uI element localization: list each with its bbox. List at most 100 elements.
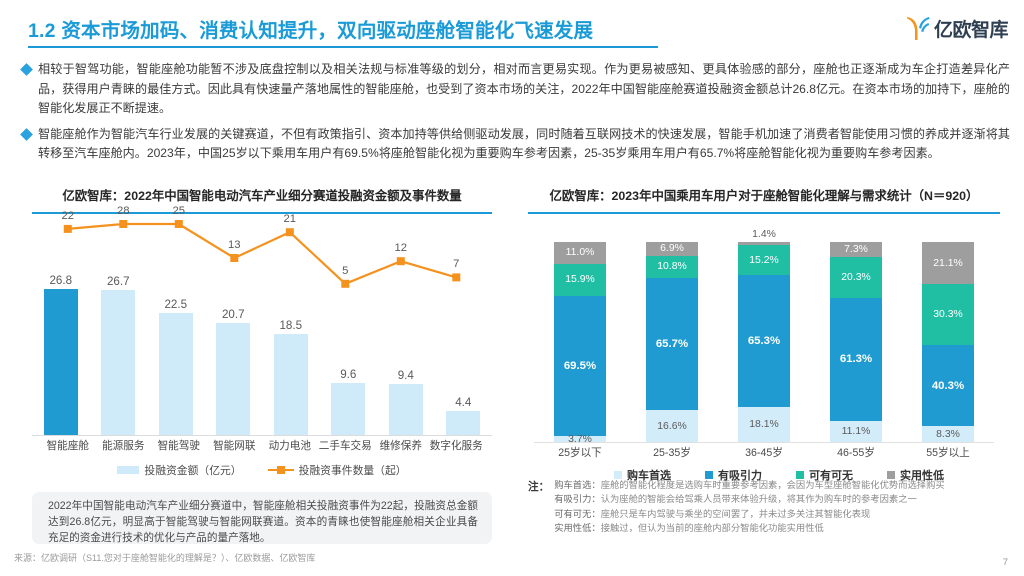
- left-bar-series: 26.8 26.7 22.5 20.7 18.5 9.6 9.4 4.4: [32, 218, 492, 435]
- legend-label: 实用性低: [900, 470, 944, 482]
- segment-value-label: 6.9%: [660, 243, 684, 255]
- bar-rect[interactable]: [273, 334, 308, 435]
- segment-value-label: 65.3%: [747, 335, 781, 347]
- bar-rect[interactable]: [101, 289, 136, 435]
- bullet-list: 相较于智驾功能，智能座舱功能暂不涉及底盘控制以及相关法规与标准等级的划分，相对而…: [20, 60, 1010, 170]
- stacked-bar[interactable]: 1.4% 15.2% 65.3% 18.1%: [738, 229, 790, 443]
- right-notes: 注： 购车首选：座舱的智能化程度是选购车时重要参考因素，会因为车型座舱智能化优势…: [528, 478, 1008, 536]
- stack-segment[interactable]: 6.9%: [646, 242, 698, 256]
- segment-value-label: 18.1%: [749, 419, 779, 431]
- segment-value-label: 21.1%: [933, 257, 963, 269]
- segment-value-label: 11.0%: [565, 247, 595, 259]
- segment-value-label: 61.3%: [839, 353, 873, 366]
- stacked-bar[interactable]: 6.9% 10.8% 65.7% 16.6%: [646, 242, 698, 443]
- stacked-bar[interactable]: 11.0% 15.9% 69.5% 3.7%: [554, 241, 606, 445]
- legend-label: 可有可无: [809, 470, 853, 482]
- legend-swatch-icon: [614, 471, 622, 479]
- left-chart-legend: 投融资金额（亿元） 投融资事件数量（起）: [32, 462, 492, 478]
- right-x-axis-labels: 25岁以下 25-35岁 36-45岁 46-55岁 55岁以上: [534, 445, 994, 465]
- left-note-text: 2022年中国智能电动汽车产业细分赛道中，智能座舱相关投融资事件为22起，投融资…: [48, 500, 478, 545]
- bar-rect[interactable]: [446, 411, 481, 435]
- bullet-item: 相较于智驾功能，智能座舱功能暂不涉及底盘控制以及相关法规与标准等级的划分，相对而…: [20, 60, 1010, 119]
- page-number: 7: [1002, 557, 1008, 568]
- stack-segment[interactable]: 21.1%: [922, 242, 974, 285]
- legend-item: 有吸引力: [705, 467, 762, 483]
- legend-item: 可有可无: [796, 467, 853, 483]
- segment-value-label: 30.3%: [933, 309, 963, 321]
- stack-slot: 1.4% 15.2% 65.3% 18.1%: [718, 229, 810, 443]
- x-axis-label: 能源服务: [102, 440, 145, 452]
- stack-segment[interactable]: 20.3%: [830, 256, 882, 298]
- left-combo-chart: 26.8 26.7 22.5 20.7 18.5 9.6 9.4 4.4 22 28 25 13 21…: [32, 205, 492, 458]
- bar-rect[interactable]: [216, 322, 251, 435]
- right-chart-legend: 购车首选 有吸引力 可有可无 实用性低: [528, 467, 1000, 483]
- left-chart-title: 亿欧智库：2022年中国智能电动汽车产业细分赛道投融资金额及事件数量: [62, 189, 462, 203]
- segment-value-label: 16.6%: [657, 420, 687, 432]
- bar-value-label: 18.5: [279, 319, 303, 333]
- stack-segment[interactable]: 11.0%: [554, 241, 606, 264]
- stack-segment[interactable]: 15.2%: [738, 244, 790, 276]
- stacked-bar[interactable]: 7.3% 20.3% 61.3% 11.1%: [830, 242, 882, 443]
- stack-slot: 11.0% 15.9% 69.5% 3.7%: [534, 241, 626, 445]
- brand-logo: 亿欧智库: [905, 14, 1009, 42]
- x-axis-label: 智能驾驶: [157, 440, 200, 452]
- stack-segment[interactable]: 18.1%: [738, 406, 790, 443]
- right-chart-panel: 亿欧智库：2023年中国乘用车用户对于座舱智能化理解与需求统计（N＝920） 1…: [528, 186, 1000, 483]
- x-axis-label: 25岁以下: [558, 447, 602, 459]
- right-chart-title: 亿欧智库：2023年中国乘用车用户对于座舱智能化理解与需求统计（N＝920）: [549, 189, 979, 203]
- bar-value-label: 9.6: [340, 367, 357, 381]
- stack-segment[interactable]: 8.3%: [922, 426, 974, 443]
- right-stack-series: 11.0% 15.9% 69.5% 3.7% 6.9% 10.8% 65.7% 16.6% 1.…: [534, 229, 994, 445]
- bar-rect[interactable]: [158, 312, 193, 435]
- line-value-label: 25: [172, 205, 186, 217]
- legend-swatch-icon: [887, 471, 895, 479]
- legend-item-events: 投融资事件数量（起）: [267, 462, 407, 478]
- left-x-axis-labels: 智能座舱 能源服务 智能驾驶 智能网联 动力电池 二手车交易 维修保养 数字化服务: [40, 438, 484, 458]
- stack-segment[interactable]: 11.1%: [830, 420, 882, 443]
- x-axis-label: 55岁以上: [926, 447, 970, 459]
- title-underline: [28, 46, 658, 48]
- stack-segment[interactable]: 65.3%: [738, 275, 790, 407]
- stack-segment[interactable]: 16.6%: [646, 409, 698, 443]
- segment-value-label: 11.1%: [841, 426, 871, 438]
- stack-segment[interactable]: 65.7%: [646, 277, 698, 410]
- bar-rect[interactable]: [43, 289, 78, 435]
- x-axis-label: 数字化服务: [429, 440, 483, 452]
- stack-segment[interactable]: 10.8%: [646, 255, 698, 278]
- stack-segment[interactable]: 15.9%: [554, 263, 606, 296]
- bar-rect[interactable]: [331, 382, 366, 435]
- x-axis-label: 动力电池: [268, 440, 311, 452]
- stack-segment[interactable]: 61.3%: [830, 297, 882, 421]
- stack-segment[interactable]: 69.5%: [554, 295, 606, 436]
- diamond-bullet-icon: [20, 63, 33, 76]
- stack-segment[interactable]: 7.3%: [830, 242, 882, 257]
- x-axis-label: 36-45岁: [745, 447, 783, 459]
- bar-value-label: 26.8: [49, 274, 73, 288]
- note-line: 购车首选：座舱的智能化程度是选购车时重要参考因素，会因为车型座舱智能化优势而选择…: [554, 480, 945, 490]
- bullet-text: 相较于智驾功能，智能座舱功能暂不涉及底盘控制以及相关法规与标准等级的划分，相对而…: [38, 62, 1010, 116]
- bar-slot: 18.5: [262, 218, 320, 435]
- stack-segment[interactable]: 3.7%: [554, 434, 606, 445]
- right-x-axis: [534, 442, 994, 443]
- left-x-axis: [32, 435, 492, 436]
- x-axis-label: 二手车交易: [318, 440, 372, 452]
- line-value-label: 28: [116, 205, 130, 217]
- stack-slot: 7.3% 20.3% 61.3% 11.1%: [810, 242, 902, 443]
- bar-rect[interactable]: [388, 383, 423, 435]
- stack-segment[interactable]: 30.3%: [922, 284, 974, 346]
- bar-value-label: 4.4: [455, 396, 472, 410]
- stacked-bar[interactable]: 21.1% 30.3% 40.3% 8.3%: [922, 242, 974, 443]
- stack-segment[interactable]: 40.3%: [922, 345, 974, 427]
- segment-value-label: 8.3%: [936, 429, 960, 441]
- bar-slot: 26.8: [32, 218, 90, 435]
- stack-segment[interactable]: 1.4%: [738, 229, 790, 245]
- line-swatch-icon: [267, 465, 294, 475]
- diamond-bullet-icon: [20, 127, 33, 141]
- legend-label: 购车首选: [627, 470, 671, 482]
- segment-value-label: 15.2%: [749, 254, 779, 266]
- bar-slot: 26.7: [90, 218, 148, 435]
- bar-slot: 20.7: [205, 218, 263, 435]
- segment-value-label: 7.3%: [844, 243, 868, 255]
- stack-slot: 21.1% 30.3% 40.3% 8.3%: [902, 242, 994, 443]
- bar-slot: 22.5: [147, 218, 205, 435]
